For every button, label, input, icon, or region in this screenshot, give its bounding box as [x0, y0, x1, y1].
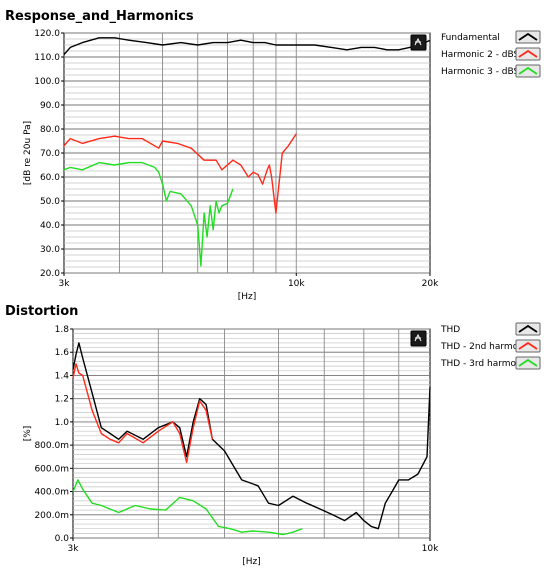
series-line-3	[72, 479, 303, 536]
x-tick-label: 20k	[422, 279, 439, 289]
scale-legend-icon	[410, 34, 427, 51]
series-line-1	[72, 342, 431, 530]
chart-title-response: Response_and_Harmonics	[5, 9, 194, 24]
y-tick-label: 40.0	[40, 221, 60, 231]
y-tick-label: 80.0	[40, 125, 60, 135]
chart-title-distortion: Distortion	[5, 304, 79, 319]
y-axis-label: [%]	[23, 426, 33, 442]
y-tick-label: 100.0	[34, 77, 60, 87]
y-tick-label: 400.0m	[34, 488, 69, 498]
series-line-3	[63, 161, 234, 267]
y-tick-label: 60.0	[40, 173, 60, 183]
y-axis-label: [dB re 20u Pa]	[23, 121, 33, 185]
y-tick-label: 1.6	[55, 348, 70, 358]
y-tick-label: 120.0	[34, 29, 60, 39]
x-tick-label: 10k	[422, 544, 439, 554]
legend-label: Harmonic 2 - dBSPL	[441, 50, 530, 60]
legend-label: Fundamental	[441, 33, 500, 43]
y-tick-label: 200.0m	[34, 511, 69, 521]
legend-label: THD - 2nd harmonic	[440, 342, 531, 352]
y-tick-label: 600.0m	[34, 464, 69, 474]
response-chart: 20.0 30.0 40.0 50.0 60.0 70.0 80.0 90.0 100.0 110…	[23, 29, 541, 300]
legend-swatch	[515, 30, 541, 44]
series-line-2	[63, 133, 297, 214]
y-tick-label: 1.2	[55, 395, 69, 405]
y-tick-label: 20.0	[40, 269, 60, 279]
y-tick-label: 50.0	[40, 197, 60, 207]
y-tick-label: 70.0	[40, 149, 60, 159]
x-axis-label: [Hz]	[242, 557, 261, 567]
y-tick-label: 1.8	[55, 325, 70, 335]
y-tick-label: 800.0m	[34, 441, 69, 451]
y-tick-label: 0.0	[55, 534, 70, 544]
legend-swatch	[515, 356, 541, 370]
scale-legend-icon	[410, 330, 427, 347]
legend-swatch	[515, 64, 541, 78]
y-tick-label: 90.0	[40, 101, 60, 111]
legend-swatch	[515, 322, 541, 336]
legend-label: THD - 3rd harmonic	[440, 359, 529, 369]
legend-swatch	[515, 47, 541, 61]
x-axis-label: [Hz]	[238, 292, 257, 300]
series-line-2	[72, 363, 214, 464]
x-tick-label: 3k	[59, 279, 71, 289]
legend-label: Harmonic 3 - dBSPL	[441, 67, 530, 77]
y-tick-label: 1.0	[55, 418, 70, 428]
legend-swatch	[515, 339, 541, 353]
y-tick-label: 30.0	[40, 245, 60, 255]
x-tick-label: 10k	[288, 279, 305, 289]
y-tick-label: 1.4	[55, 371, 70, 381]
y-tick-label: 110.0	[34, 53, 60, 63]
x-tick-label: 3k	[68, 544, 80, 554]
series-line-1	[63, 37, 431, 56]
legend-label: THD	[440, 325, 460, 335]
